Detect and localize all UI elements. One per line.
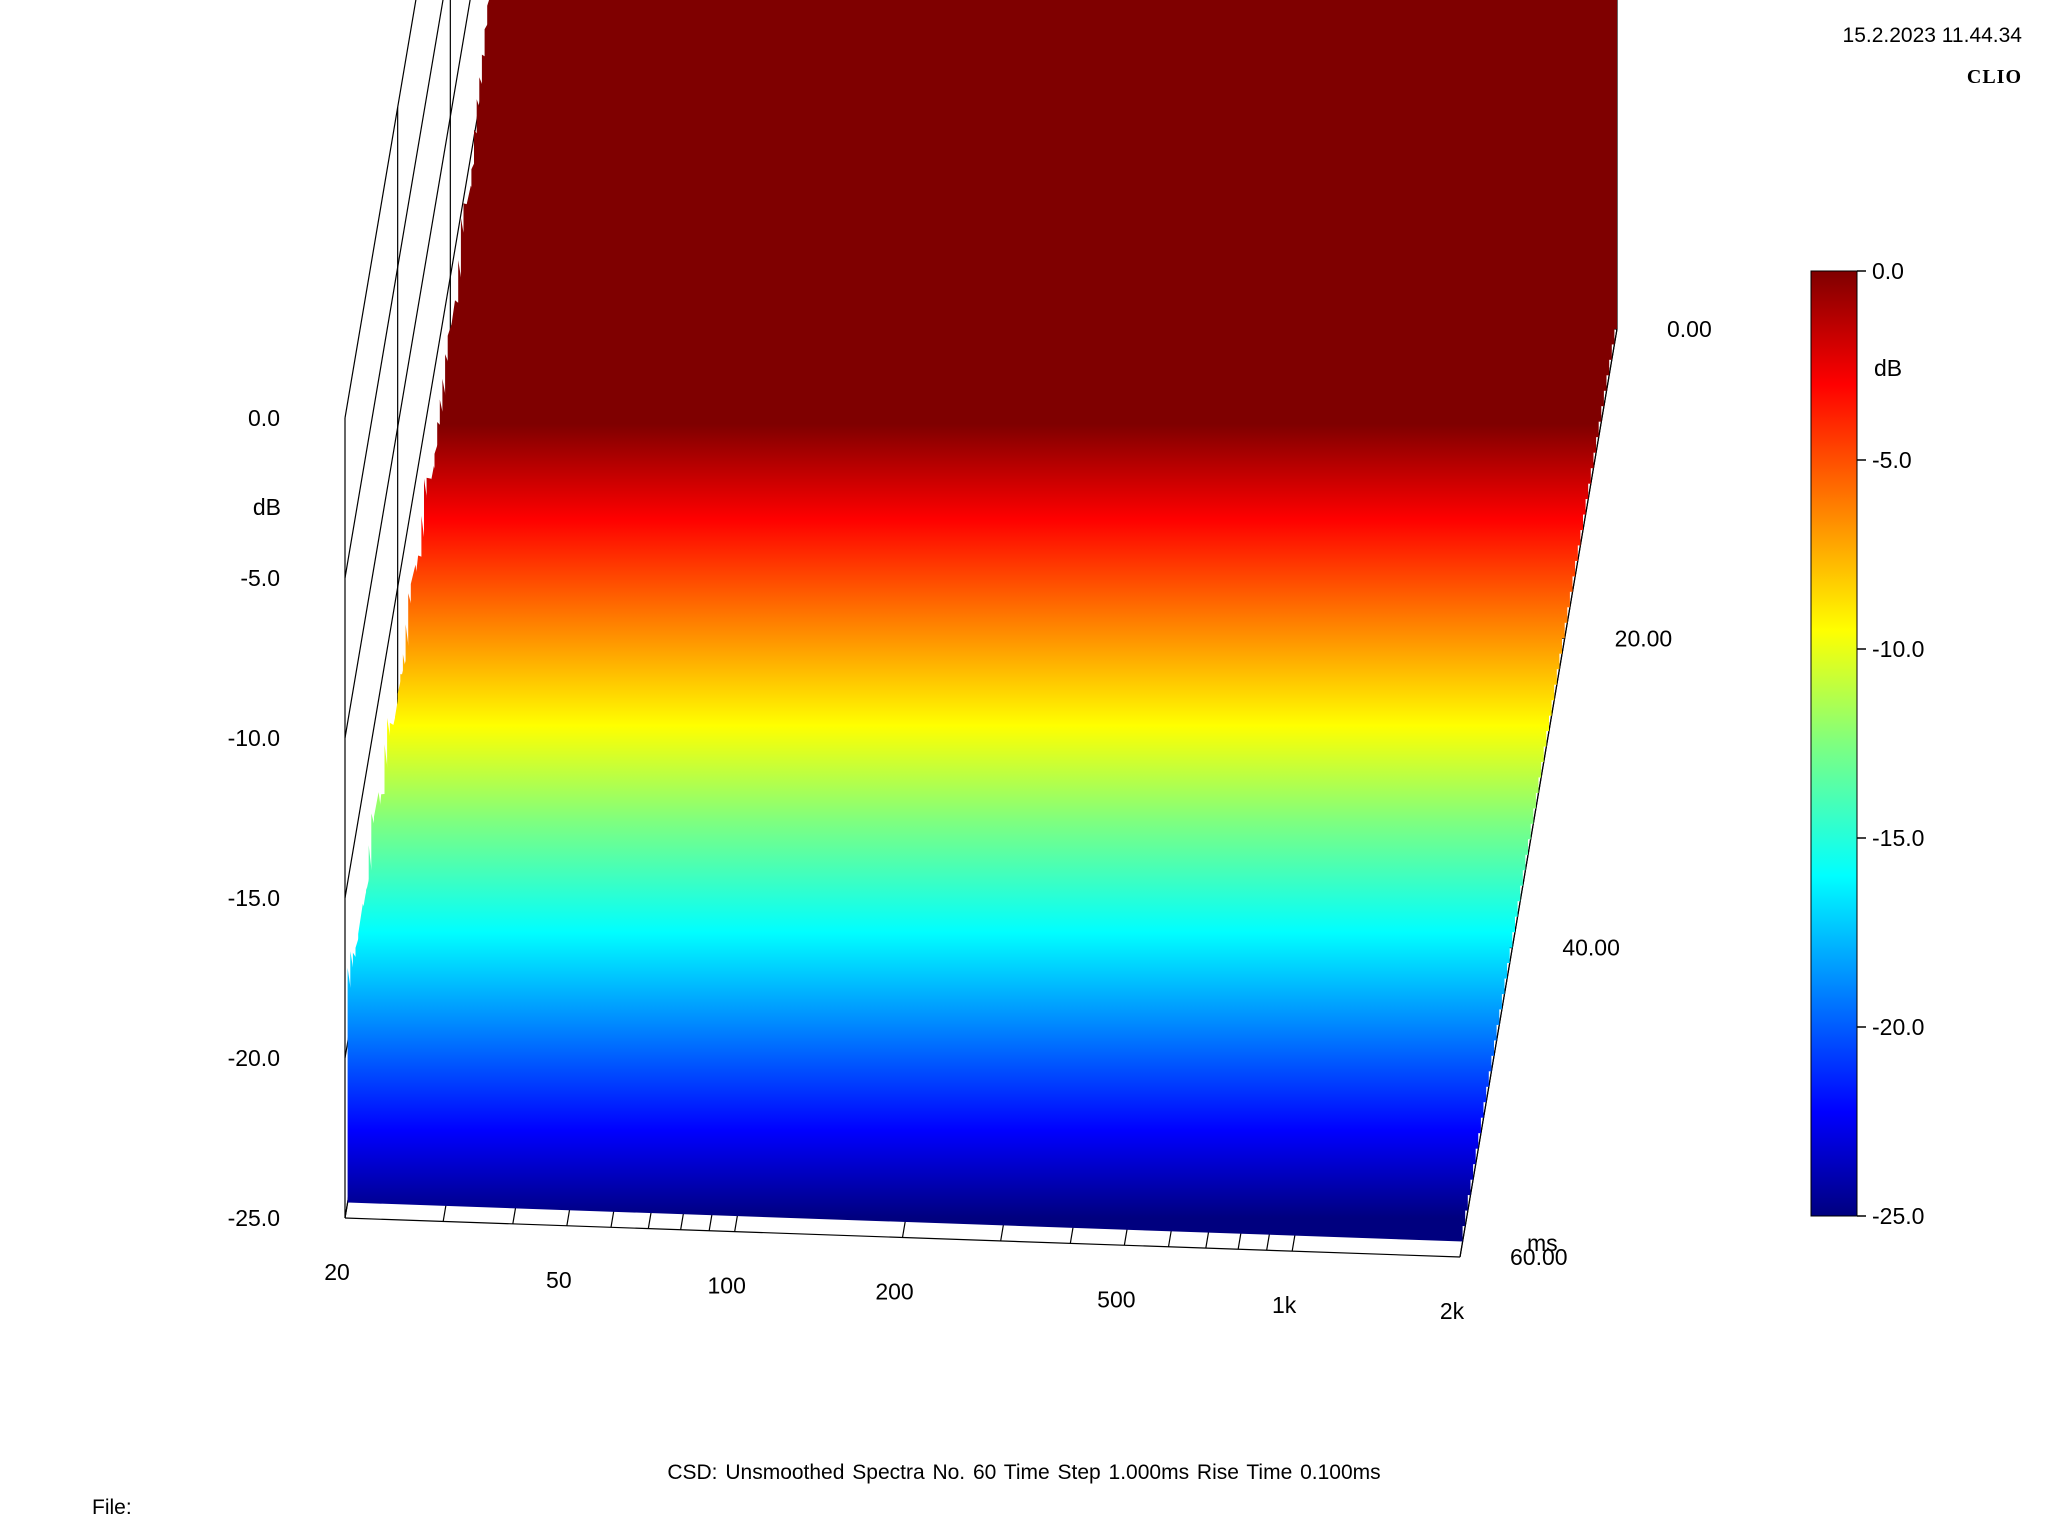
x-tick-label: 20	[324, 1259, 350, 1285]
colorbar-tick-label: -5.0	[1872, 447, 1912, 473]
file-label: File:	[92, 1496, 132, 1519]
colorbar-tick-label: 0.0	[1872, 258, 1904, 284]
colorbar-unit-label: dB	[1874, 355, 1902, 381]
timestamp: 15.2.2023 11.44.34	[1842, 24, 2022, 47]
y-tick-label: -15.0	[228, 885, 280, 911]
x-tick-label: 200	[875, 1279, 913, 1305]
left-wall-gridline-db	[344, 0, 498, 899]
left-wall-gridline-db	[344, 0, 417, 419]
z-tick-label: 40.00	[1562, 935, 1620, 961]
colorbar-tick-label: -20.0	[1872, 1014, 1924, 1040]
left-wall-gridline-db	[344, 0, 471, 739]
colorbar-tick-label: -10.0	[1872, 636, 1924, 662]
z-tick-label: 20.00	[1615, 625, 1673, 651]
colorbar: 0.0 -5.0 -10.0 -15.0 -20.0 -25.0 dB	[1810, 258, 1924, 1229]
axis-tick-labels: 20 50 100 200 500 1k 2k 0.0 -5.0 -10.0 -15.0 -20.0 -…	[228, 316, 1712, 1324]
x-tick-label: 500	[1097, 1286, 1135, 1312]
z-axis-unit-label: ms	[1527, 1230, 1558, 1256]
y-tick-label: -5.0	[240, 565, 280, 591]
spectrum-slice	[347, 954, 1463, 1242]
y-axis-unit-label: dB	[253, 494, 281, 520]
y-tick-label: 0.0	[248, 405, 280, 431]
colorbar-tick-label: -25.0	[1872, 1203, 1924, 1229]
z-tick-label: 60.00	[1510, 1244, 1568, 1270]
y-tick-label: -20.0	[228, 1045, 280, 1071]
x-tick-label: 100	[707, 1273, 745, 1299]
y-tick-label: -25.0	[228, 1205, 280, 1231]
x-tick-label: 1k	[1272, 1292, 1297, 1318]
x-tick-label: 2k	[1440, 1298, 1465, 1324]
left-wall-gridline-db	[344, 0, 444, 579]
measurement-settings: CSD: Unsmoothed Spectra No. 60 Time Step…	[667, 1461, 1381, 1484]
y-tick-label: -10.0	[228, 725, 280, 751]
x-tick-label: 50	[546, 1267, 572, 1293]
waterfall-surface	[347, 0, 1617, 1242]
floor-gridline-time	[344, 1217, 1461, 1258]
colorbar-gradient	[1810, 270, 1858, 1217]
z-tick-label: 0.00	[1667, 316, 1712, 342]
colorbar-tick-label: -15.0	[1872, 825, 1924, 851]
brand-logo: CLIO	[1966, 66, 2022, 88]
